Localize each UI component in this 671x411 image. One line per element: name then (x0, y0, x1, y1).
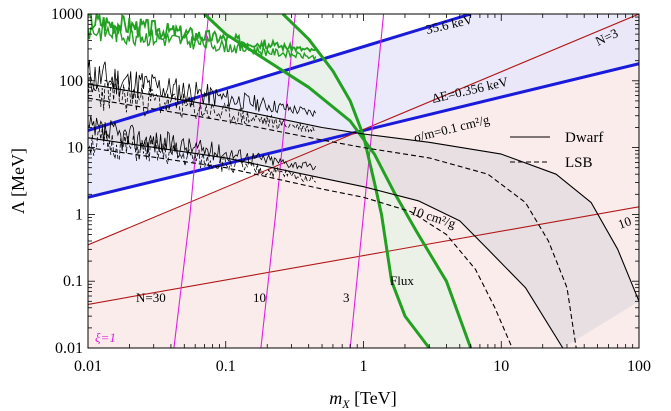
annotation-xi: ξ=1 (95, 330, 116, 345)
x-tick-label: 0.1 (216, 358, 236, 375)
series-line-10 (88, 97, 577, 348)
annotation-magenta-3: 3 (343, 290, 350, 305)
annotation-magenta-10: 10 (253, 290, 266, 305)
legend-label-lsb: LSB (565, 155, 593, 171)
x-tick-label: 0.01 (74, 358, 102, 375)
noise-trace (88, 21, 317, 62)
x-tick-label: 100 (627, 358, 651, 375)
series-line-0 (88, 14, 472, 132)
y-tick-label: 100 (59, 73, 83, 90)
green-band (204, 14, 471, 348)
x-tick-label: 1 (360, 358, 368, 375)
x-axis-title: mX [TeV] (329, 388, 397, 411)
legend: Dwarf LSB (510, 130, 603, 171)
annotation-flux: Flux (390, 273, 414, 288)
noise-trace (88, 127, 316, 183)
series-line-9 (88, 83, 639, 302)
series-line-5 (260, 14, 296, 348)
y-tick-label: 0.1 (63, 273, 83, 290)
y-tick-label: 1000 (51, 6, 83, 23)
noise-trace (88, 115, 317, 171)
series-line-12 (88, 147, 513, 348)
y-tick-label: 0.01 (55, 340, 83, 357)
series-line-6 (349, 14, 385, 348)
y-axis-title: Λ [MeV] (8, 148, 28, 214)
noise-trace (88, 59, 317, 118)
gray-band (88, 83, 639, 348)
x-tick-label: 10 (493, 358, 509, 375)
legend-label-dwarf: Dwarf (565, 130, 603, 146)
y-tick-label: 10 (67, 140, 83, 157)
annotation-n30: N=30 (136, 290, 166, 305)
series-line-8 (281, 14, 431, 348)
noise-trace (88, 72, 316, 133)
series-line-1 (88, 62, 639, 199)
y-tick-label: 1 (75, 206, 83, 223)
series-line-2 (88, 14, 639, 246)
annotation-red-10: 10 (616, 213, 633, 232)
series-line-4 (173, 14, 210, 348)
series-line-3 (88, 206, 639, 305)
